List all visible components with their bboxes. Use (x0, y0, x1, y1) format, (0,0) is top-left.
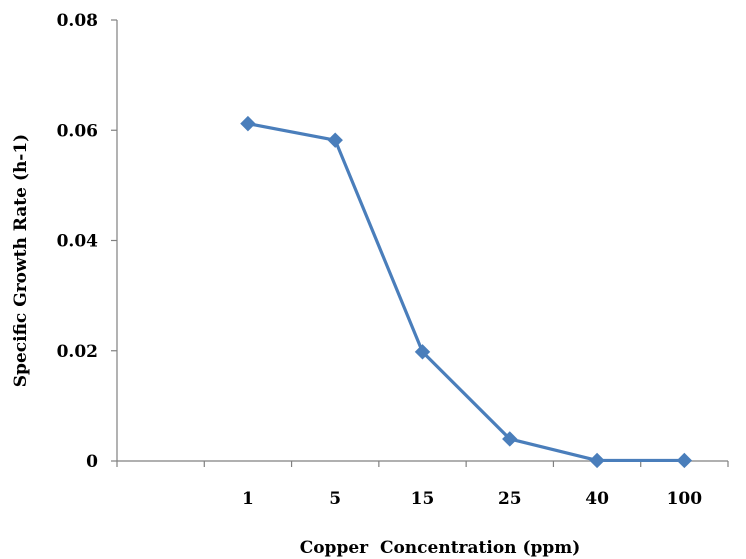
y-tick-labels: 0 0.02 0.04 0.06 0.08 (57, 11, 99, 472)
x-tick-labels: 1 5 15 25 40 100 (242, 489, 702, 509)
x-tick-label: 15 (411, 489, 435, 509)
x-tick-label: 100 (667, 489, 703, 509)
data-point-marker (676, 452, 693, 469)
data-point-marker (240, 115, 256, 132)
axes (111, 19, 729, 467)
y-tick-label: 0.06 (57, 121, 98, 141)
x-axis-title: Copper Concentration (ppm) (300, 538, 581, 558)
y-tick-label: 0.04 (57, 232, 99, 252)
x-tick-label: 25 (498, 489, 522, 509)
y-axis-title: Specific Growth Rate (h-1) (11, 134, 31, 387)
x-tick-label: 1 (242, 489, 254, 509)
data-point-marker (414, 344, 431, 360)
data-point-marker (502, 431, 518, 447)
data-point-marker (589, 452, 605, 469)
series (240, 115, 693, 469)
y-tick-label: 0.08 (57, 11, 98, 31)
data-point-marker (327, 132, 343, 148)
y-tick-label: 0 (86, 452, 98, 472)
x-tick-label: 40 (585, 489, 609, 509)
y-tick-label: 0.02 (57, 342, 98, 362)
series-line (246, 122, 686, 463)
x-tick-label: 5 (329, 489, 341, 509)
